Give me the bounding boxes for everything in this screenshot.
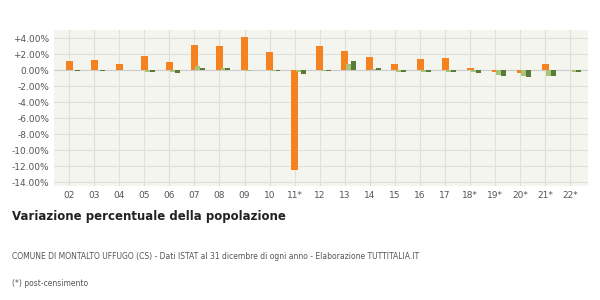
Bar (116, 64, 122, 70)
Text: (*) post-censimento: (*) post-censimento (12, 279, 88, 288)
Bar (296, 70, 301, 72)
Bar (326, 70, 331, 71)
Bar (542, 64, 549, 70)
Bar (577, 70, 581, 72)
Bar (421, 70, 426, 72)
Bar (501, 70, 506, 76)
Bar (376, 68, 381, 70)
Bar (221, 68, 226, 70)
Bar (346, 64, 351, 70)
Bar (351, 61, 356, 70)
Bar (91, 60, 98, 70)
Bar (245, 70, 251, 71)
Bar (166, 62, 173, 70)
Bar (442, 58, 449, 70)
Bar (396, 70, 401, 72)
Bar (321, 70, 326, 71)
Bar (266, 52, 273, 70)
Bar (416, 59, 424, 70)
Bar (145, 70, 150, 72)
Bar (451, 70, 456, 72)
Bar (572, 70, 577, 72)
Bar (517, 70, 524, 73)
Bar (492, 70, 499, 72)
Bar (275, 70, 280, 71)
Bar (547, 70, 551, 76)
Bar (316, 46, 323, 70)
Bar (141, 56, 148, 70)
Bar (191, 45, 198, 70)
Bar (371, 69, 376, 70)
Bar (216, 46, 223, 70)
Bar (175, 70, 180, 73)
Bar (526, 70, 531, 77)
Bar (551, 70, 556, 76)
Bar (291, 70, 298, 170)
Bar (75, 70, 80, 71)
Bar (170, 70, 175, 72)
Text: Variazione percentuale della popolazione: Variazione percentuale della popolazione (12, 210, 286, 223)
Bar (200, 68, 205, 70)
Bar (150, 70, 155, 72)
Bar (476, 70, 481, 73)
Bar (271, 70, 275, 71)
Bar (196, 66, 200, 70)
Bar (65, 61, 73, 70)
Bar (391, 64, 398, 70)
Bar (226, 68, 230, 70)
Bar (471, 70, 476, 72)
Bar (301, 70, 305, 74)
Bar (241, 37, 248, 70)
Text: COMUNE DI MONTALTO UFFUGO (CS) - Dati ISTAT al 31 dicembre di ogni anno - Elabor: COMUNE DI MONTALTO UFFUGO (CS) - Dati IS… (12, 252, 419, 261)
Bar (521, 70, 526, 76)
Bar (401, 70, 406, 72)
Bar (367, 57, 373, 70)
Bar (341, 51, 349, 70)
Bar (100, 70, 105, 71)
Bar (426, 70, 431, 72)
Bar (496, 70, 501, 75)
Bar (446, 70, 451, 72)
Bar (467, 68, 473, 70)
